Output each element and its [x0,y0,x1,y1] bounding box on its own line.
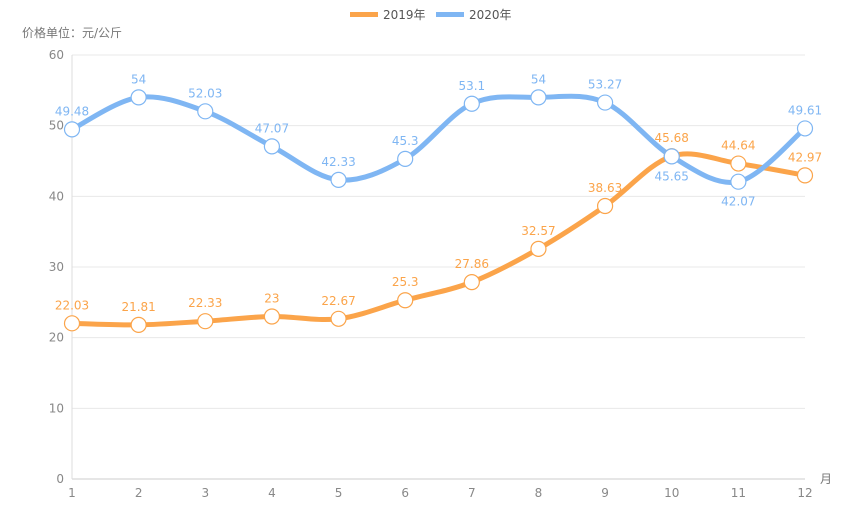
data-point[interactable] [197,103,214,120]
data-point[interactable] [130,316,147,333]
x-tick-label: 9 [601,486,609,500]
data-point[interactable] [397,292,414,309]
data-point[interactable] [730,173,747,190]
y-tick-label: 20 [49,331,64,345]
data-label: 42.97 [788,150,822,164]
x-tick-label: 11 [731,486,746,500]
x-tick-label: 5 [335,486,343,500]
x-tick-label: 7 [468,486,476,500]
x-tick-label: 10 [664,486,679,500]
y-tick-label: 40 [49,189,64,203]
data-point[interactable] [197,313,214,330]
data-label: 47.07 [255,121,289,135]
legend-swatch [350,12,378,17]
data-label: 49.48 [55,104,89,118]
data-point[interactable] [330,310,347,327]
data-point[interactable] [463,95,480,112]
legend-label: 2020年 [469,8,512,22]
data-point[interactable] [263,138,281,155]
data-label: 45.65 [655,169,689,183]
legend-label: 2019年 [383,8,426,22]
data-label: 27.86 [455,257,489,271]
data-point[interactable] [397,150,414,167]
data-label: 22.03 [55,298,89,312]
data-label: 44.64 [721,139,755,153]
data-label: 53.1 [458,79,485,93]
data-point[interactable] [63,121,81,138]
data-label: 32.57 [521,224,555,238]
data-point[interactable] [263,308,281,325]
data-label: 49.61 [788,103,822,117]
y-tick-label: 50 [49,119,64,133]
data-point[interactable] [463,274,480,291]
data-label: 42.07 [721,195,755,209]
data-point[interactable] [530,240,547,257]
x-tick-label: 12 [797,486,812,500]
data-point[interactable] [596,197,614,215]
y-tick-label: 60 [49,48,64,62]
data-label: 38.63 [588,181,622,195]
x-tick-label: 3 [201,486,209,500]
data-label: 42.33 [321,155,355,169]
data-label: 53.27 [588,78,622,92]
data-point[interactable] [330,171,347,188]
data-point[interactable] [530,89,547,106]
series-line [69,93,808,185]
data-point[interactable] [796,120,814,137]
x-unit-label: 月 [820,472,832,486]
x-tick-label: 4 [268,486,276,500]
data-label: 23 [264,291,279,305]
data-label: 54 [531,72,546,86]
data-point[interactable] [130,89,147,106]
y-tick-label: 10 [49,401,64,415]
x-tick-label: 1 [68,486,76,500]
data-label: 25.3 [392,275,419,289]
data-label: 52.03 [188,86,222,100]
legend: 2019年 2020年 [350,8,512,22]
x-tick-label: 8 [535,486,543,500]
unit-label: 价格单位：元/公斤 [22,25,122,40]
data-point[interactable] [63,315,81,332]
data-label: 45.3 [392,134,419,148]
x-tick-label: 2 [135,486,143,500]
legend-swatch [436,12,464,17]
data-label: 22.67 [321,294,355,308]
data-label: 21.81 [121,300,155,314]
data-point[interactable] [663,148,680,165]
data-label: 45.68 [655,131,689,145]
data-point[interactable] [796,167,814,184]
y-tick-label: 0 [56,472,64,486]
data-label: 22.33 [188,296,222,310]
data-label: 54 [131,72,146,86]
data-point[interactable] [730,155,747,172]
y-tick-label: 30 [49,260,64,274]
series-line [69,151,808,328]
x-tick-label: 6 [401,486,409,500]
data-point[interactable] [596,94,614,111]
